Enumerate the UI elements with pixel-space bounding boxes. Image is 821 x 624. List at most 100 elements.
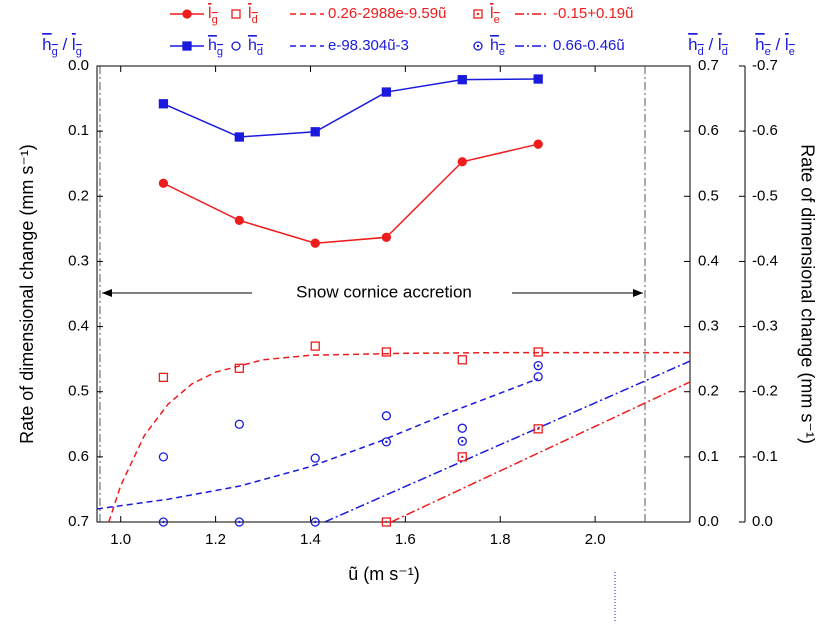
- y-tick-label: -0.4: [752, 252, 778, 269]
- marker: [310, 517, 320, 527]
- marker: [457, 75, 467, 85]
- marker: [457, 157, 467, 167]
- marker: [533, 361, 543, 371]
- x-tick-label: 2.0: [585, 531, 606, 548]
- marker: [158, 178, 169, 188]
- marker: [182, 9, 192, 19]
- arrowhead: [102, 289, 112, 297]
- marker: [158, 372, 169, 383]
- y-tick-label: -0.7: [752, 57, 778, 74]
- y-tick-label: -0.1: [752, 448, 778, 465]
- marker: [457, 452, 467, 462]
- marker: [457, 423, 467, 433]
- legend-label: le: [490, 5, 500, 26]
- y-tick-label: 0.5: [698, 187, 719, 204]
- series-line: [324, 360, 690, 522]
- series-line: [97, 377, 539, 510]
- marker: [310, 341, 320, 351]
- y-tick-label: -0.2: [752, 383, 778, 400]
- y-tick-label: 0.7: [698, 57, 719, 74]
- marker-dot: [536, 364, 540, 367]
- legend-label: lg: [208, 5, 218, 26]
- marker: [381, 87, 392, 97]
- marker: [473, 9, 483, 19]
- marker: [381, 232, 392, 242]
- legend-label: 0.26-2988e-9.59ũ: [328, 5, 446, 22]
- marker: [231, 9, 241, 19]
- plot-area: [97, 78, 690, 522]
- marker-dot: [476, 44, 480, 48]
- marker: [381, 347, 392, 357]
- y-tick-label: 0.0: [698, 513, 719, 530]
- marker: [533, 74, 543, 84]
- y-tick-label: 0.3: [698, 318, 719, 335]
- y-axis-title: Rate of dimensional change (mm s⁻¹): [17, 144, 37, 444]
- y-tick-label: 0.2: [698, 383, 719, 400]
- y-header: hg / lg: [42, 35, 82, 57]
- marker: [234, 419, 244, 429]
- y-tick-label: 0.2: [68, 187, 89, 204]
- marker: [310, 453, 320, 463]
- y-tick-label: 0.3: [68, 252, 89, 269]
- marker: [231, 41, 241, 51]
- legend-label: he: [490, 37, 505, 58]
- y-tick-label: 0.0: [68, 57, 89, 74]
- y-tick-label: -0.3: [752, 318, 778, 335]
- legend-label: 0.66-0.46ũ: [553, 37, 625, 54]
- marker-dot: [385, 520, 388, 524]
- marker: [310, 238, 320, 248]
- marker: [533, 372, 543, 382]
- marker: [234, 363, 244, 373]
- marker: [158, 452, 169, 462]
- marker: [234, 132, 244, 142]
- y-tick-label: -0.6: [752, 122, 778, 139]
- legend-label: -0.15+0.19ũ: [553, 5, 634, 22]
- x-axis-title: ũ (m s⁻¹): [348, 564, 420, 584]
- marker-dot: [162, 520, 165, 524]
- marker: [457, 355, 467, 365]
- y-tick-label: 0.1: [68, 122, 89, 139]
- marker: [234, 517, 244, 527]
- marker: [158, 517, 169, 527]
- legend-label: hd: [248, 37, 263, 58]
- x-tick-label: 1.6: [395, 531, 416, 548]
- y-tick-label: -0.5: [752, 187, 778, 204]
- legend-label: e-98.304ũ-3: [328, 37, 409, 54]
- marker-dot: [314, 520, 317, 524]
- y-tick-label: 0.1: [698, 448, 719, 465]
- marker: [473, 41, 483, 51]
- series-line: [163, 143, 539, 244]
- marker: [381, 411, 392, 421]
- marker: [457, 436, 467, 446]
- marker-dot: [476, 12, 480, 16]
- marker: [381, 437, 392, 447]
- plot-frame: [96, 65, 691, 523]
- marker-dot: [536, 427, 540, 431]
- y-tick-label: 0.6: [698, 122, 719, 139]
- x-tick-label: 1.8: [490, 531, 511, 548]
- marker-dot: [461, 440, 464, 443]
- arrowhead: [633, 289, 643, 297]
- y-tick-label: 0.5: [68, 383, 89, 400]
- y-tick-label: 0.4: [698, 252, 719, 269]
- marker: [533, 347, 543, 357]
- marker: [533, 424, 543, 434]
- x-tick-label: 1.4: [300, 531, 321, 548]
- marker: [381, 517, 392, 527]
- legend-label: ld: [248, 5, 258, 26]
- marker: [158, 99, 169, 109]
- x-tick-label: 1.2: [205, 531, 226, 548]
- series-line: [108, 351, 690, 522]
- y2-header: hd / ld: [688, 35, 728, 57]
- series-line: [163, 78, 539, 138]
- marker-dot: [238, 520, 241, 524]
- y2-axis-title: Rate of dimensional change (mm s⁻¹): [797, 144, 817, 444]
- y-tick-label: 0.7: [68, 513, 89, 530]
- y3-header: he / le: [755, 35, 795, 57]
- marker: [533, 139, 543, 149]
- series-line: [390, 381, 690, 522]
- y-tick-label: 0.0: [752, 513, 773, 530]
- legend-label: hg: [208, 37, 223, 58]
- marker: [310, 127, 320, 137]
